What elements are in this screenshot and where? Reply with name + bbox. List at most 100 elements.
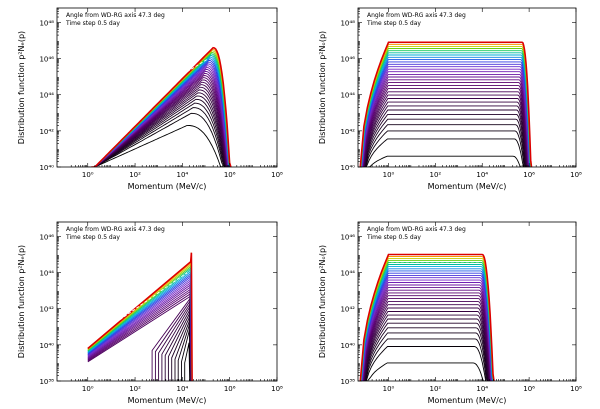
time-step-annotation: Time step 0.5 day xyxy=(65,20,120,27)
x-tick-label: 10⁰ xyxy=(82,385,94,393)
distribution-curve xyxy=(87,283,192,381)
plot-frame xyxy=(357,221,577,382)
x-tick-label: 10⁰ xyxy=(383,385,395,393)
y-tick-label: 10⁴⁶ xyxy=(340,56,355,64)
y-tick-label: 10⁴⁴ xyxy=(340,92,355,100)
distribution-curve xyxy=(364,332,489,381)
angle-annotation: Angle from WD-RG axis 47.3 deg xyxy=(66,226,165,233)
distribution-curve xyxy=(88,107,228,167)
distribution-curve xyxy=(360,268,494,381)
plot-frame xyxy=(357,7,577,168)
x-tick-label: 10⁴ xyxy=(177,171,189,179)
panel-bottom-right: 10⁰ 10² 10⁴ 10⁶ 10⁸ 10³⁸ 10⁴⁰ 10⁴² 10⁴⁴ 10⁴⁶ Momen… xyxy=(318,221,582,405)
angle-annotation: Angle from WD-RG axis 47.3 deg xyxy=(66,12,165,19)
distribution-curve xyxy=(364,113,527,167)
distribution-curve xyxy=(363,101,528,167)
distribution-curve xyxy=(363,98,528,167)
distribution-curve xyxy=(367,362,487,381)
angle-annotation: Angle from WD-RG axis 47.3 deg xyxy=(367,12,466,19)
x-tick-label: 10⁶ xyxy=(224,171,236,179)
x-tick-label: 10² xyxy=(429,171,441,179)
y-axis-label: Distribution function p²Nₑ(p) xyxy=(17,245,26,358)
distribution-curve xyxy=(363,311,491,381)
distribution-curve xyxy=(87,252,193,381)
time-step-annotation: Time step 0.5 day xyxy=(65,234,120,241)
y-tick-label: 10⁴⁰ xyxy=(39,342,54,350)
y-tick-label: 10⁴⁶ xyxy=(340,233,355,241)
distribution-curve xyxy=(362,88,529,167)
x-tick-label: 10⁸ xyxy=(570,385,582,393)
y-axis-label: Distribution function p²Nₑ(p) xyxy=(17,31,26,144)
x-tick-label: 10² xyxy=(129,171,141,179)
distribution-curve xyxy=(364,109,528,167)
x-tick-label: 10⁶ xyxy=(523,385,535,393)
distribution-curve xyxy=(363,304,491,381)
y-tick-label: 10⁴⁰ xyxy=(39,164,54,172)
plot-frame xyxy=(56,221,278,382)
distribution-curve xyxy=(87,285,192,381)
y-tick-label: 10⁴⁸ xyxy=(39,19,54,27)
curve-family xyxy=(359,41,533,167)
distribution-curve xyxy=(88,112,227,167)
x-tick-label: 10² xyxy=(429,385,441,393)
distribution-curve xyxy=(362,295,492,381)
distribution-curve xyxy=(364,322,490,381)
x-tick-label: 10⁰ xyxy=(82,171,94,179)
y-axis-label: Distribution function p²Nₒ(p) xyxy=(318,245,327,358)
distribution-curve xyxy=(365,130,526,167)
x-tick-label: 10⁸ xyxy=(271,385,283,393)
x-axis-label: Momentum (MeV/c) xyxy=(428,396,507,405)
distribution-curve xyxy=(361,279,493,381)
distribution-curve xyxy=(87,268,193,381)
angle-annotation: Angle from WD-RG axis 47.3 deg xyxy=(367,226,466,233)
x-tick-label: 10⁴ xyxy=(177,385,189,393)
distribution-curve xyxy=(87,264,193,381)
x-tick-label: 10⁶ xyxy=(523,171,535,179)
x-axis-label: Momentum (MeV/c) xyxy=(128,182,207,191)
panel-top-right: 10⁰ 10² 10⁴ 10⁶ 10⁸ 10⁴⁰ 10⁴² 10⁴⁴ 10⁴⁶ 10⁴⁸ Momen… xyxy=(318,7,582,191)
distribution-curve xyxy=(365,138,526,167)
y-tick-label: 10⁴⁶ xyxy=(39,233,54,241)
y-tick-label: 10³⁸ xyxy=(340,378,355,386)
x-tick-label: 10⁴ xyxy=(476,385,488,393)
distribution-curve xyxy=(367,155,525,167)
x-tick-label: 10⁸ xyxy=(271,171,283,179)
distribution-curve xyxy=(361,272,494,381)
distribution-curve xyxy=(362,76,530,167)
y-tick-label: 10⁴⁴ xyxy=(39,270,54,278)
time-step-annotation: Time step 0.5 day xyxy=(366,234,421,241)
x-tick-label: 10⁸ xyxy=(570,171,582,179)
plot-frame xyxy=(56,7,278,168)
distribution-curve xyxy=(363,105,528,167)
y-tick-label: 10⁴² xyxy=(340,306,355,314)
time-step-annotation: Time step 0.5 day xyxy=(366,20,421,27)
distribution-curve xyxy=(364,327,490,381)
y-tick-label: 10⁴⁴ xyxy=(340,270,355,278)
curve-family xyxy=(359,253,495,381)
distribution-curve xyxy=(364,124,527,167)
panel-top-left: 10⁰ 10² 10⁴ 10⁶ 10⁸ 10⁴⁰ 10⁴² 10⁴⁴ 10⁴⁶ 10⁴⁸ Momen… xyxy=(17,7,283,191)
y-tick-label: 10⁴² xyxy=(340,128,355,136)
y-tick-label: 10³⁸ xyxy=(39,378,54,386)
distribution-curve xyxy=(365,338,489,381)
distribution-curve xyxy=(364,118,527,167)
reference-dashed-line xyxy=(123,58,209,112)
x-tick-label: 10⁴ xyxy=(476,171,488,179)
curve-family xyxy=(87,252,193,381)
curve-family xyxy=(86,46,232,167)
distribution-curve xyxy=(359,253,495,381)
distribution-curve xyxy=(362,85,529,167)
x-axis-label: Momentum (MeV/c) xyxy=(428,182,507,191)
y-tick-label: 10⁴² xyxy=(39,128,54,136)
y-axis-label: Distribution function p²Nₒ(p) xyxy=(318,31,327,144)
distribution-curve xyxy=(362,292,492,381)
distribution-curve xyxy=(365,346,488,381)
y-tick-label: 10⁴² xyxy=(39,306,54,314)
distribution-curve xyxy=(184,342,191,381)
distribution-curve xyxy=(91,46,232,167)
y-tick-label: 10⁴⁰ xyxy=(340,164,355,172)
y-tick-label: 10⁴⁸ xyxy=(340,19,355,27)
distribution-curve xyxy=(86,124,227,167)
distribution-curve xyxy=(364,318,490,381)
